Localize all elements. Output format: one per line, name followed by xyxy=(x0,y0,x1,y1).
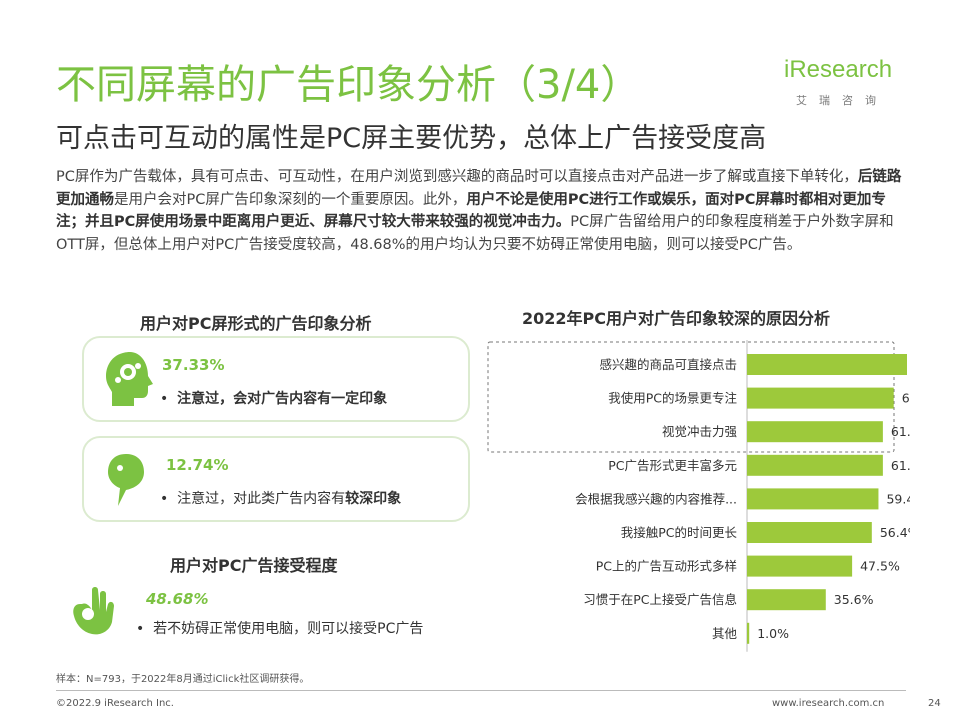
logo-text: iResearch xyxy=(784,56,893,83)
logo-cn: 艾瑞咨询 xyxy=(796,94,888,107)
chart-category-label: 视觉冲击力强 xyxy=(662,424,738,439)
impression-text-2: • 注意过，对此类广告内容有较深印象 xyxy=(160,491,402,507)
impression-text-2-bold: 较深印象 xyxy=(345,491,402,507)
intro-text-3: PC屏广告留给用户的印象程度稍差于户外数字屏和OTT屏，但总体上用户对PC广告接… xyxy=(56,214,894,253)
chart-bar xyxy=(747,622,750,644)
chart-value-label: 61.4% xyxy=(891,458,910,473)
impression-card-1: 37.33% • 注意过，会对广告内容有一定印象 xyxy=(82,336,470,422)
copyright: ©2022.9 iResearch Inc. xyxy=(56,698,174,709)
chart-bar xyxy=(747,454,883,476)
impression-text-1-bold: 注意过，会对广告内容有一定印象 xyxy=(177,391,388,407)
chart-value-label: 1.0% xyxy=(757,626,789,641)
chart-value-label: 56.4% xyxy=(880,525,910,540)
chart-category-label: 会根据我感兴趣的内容推荐... xyxy=(575,491,737,506)
page-title: 不同屏幕的广告印象分析（3/4） xyxy=(56,62,641,108)
intro-paragraph: PC屏作为广告载体，具有可点击、可互动性，在用户浏览到感兴趣的商品时可以直接点击… xyxy=(56,166,906,256)
impression-pct-2: 12.74% xyxy=(166,456,229,474)
head-idea-icon xyxy=(106,352,153,406)
intro-text-1: PC屏作为广告载体，具有可点击、可互动性，在用户浏览到感兴趣的商品时可以直接点击… xyxy=(56,169,858,185)
chart-bar xyxy=(747,421,883,443)
impression-section-title: 用户对PC屏形式的广告印象分析 xyxy=(140,314,372,333)
page-number: 24 xyxy=(928,698,941,709)
chart-category-label: PC上的广告互动形式多样 xyxy=(596,559,737,574)
footer-divider xyxy=(56,690,906,691)
chart-value-label: 59.4% xyxy=(886,491,910,506)
sample-note: 样本：N=793，于2022年8月通过iClick社区调研获得。 xyxy=(56,674,310,685)
chart-highlight-box xyxy=(487,341,895,453)
impression-card-2: 12.74% • 注意过，对此类广告内容有较深印象 xyxy=(82,436,470,522)
intro-text-2: 是用户会对PC屏广告印象深刻的一个重要原因。此外， xyxy=(114,191,467,208)
chart-bar xyxy=(747,354,907,375)
logo: iResearch xyxy=(784,56,892,84)
chart-category-label: PC广告形式更丰富多元 xyxy=(608,458,737,473)
chart-category-label: 感兴趣的商品可直接点击 xyxy=(599,357,737,372)
accept-text-body: 若不妨碍正常使用电脑，则可以接受PC广告 xyxy=(153,621,424,637)
page-subtitle: 可点击可互动的属性是PC屏主要优势，总体上广告接受度高 xyxy=(56,123,767,154)
impression-text-2-pre: 注意过，对此类广告内容有 xyxy=(177,491,346,507)
intro-bold-1: 后链路更加通畅 xyxy=(56,169,902,208)
chart-category-label: 其他 xyxy=(712,626,738,641)
chart-title: 2022年PC用户对广告印象较深的原因分析 xyxy=(522,309,831,328)
impression-text-1: • 注意过，会对广告内容有一定印象 xyxy=(160,391,388,407)
chart-bar xyxy=(747,589,826,611)
chart-bar xyxy=(747,555,853,577)
logo-mark-icon xyxy=(862,52,908,84)
chart-value-label: 47.5% xyxy=(860,559,900,574)
chart-category-label: 我接触PC的时间更长 xyxy=(621,525,738,540)
impression-pct-1: 37.33% xyxy=(162,356,225,374)
ok-hand-icon xyxy=(73,587,114,635)
reasons-bar-chart: 感兴趣的商品可直接点击72.3%我使用PC的场景更专注66.3%视觉冲击力强61… xyxy=(487,340,910,652)
chart-bar xyxy=(747,488,879,510)
website-link[interactable]: www.iresearch.com.cn xyxy=(772,698,885,709)
accept-pct: 48.68% xyxy=(146,590,209,608)
chart-category-label: 习惯于在PC上接受广告信息 xyxy=(583,592,737,607)
chart-bar xyxy=(747,522,872,543)
thought-bubble-icon xyxy=(108,454,144,506)
chart-value-label: 35.6% xyxy=(834,592,874,607)
intro-bold-2: 用户不论是使用PC进行工作或娱乐，面对PC屏幕时都相对更加专注；并且PC屏使用场… xyxy=(56,191,886,231)
chart-value-label: 66.3% xyxy=(902,391,910,406)
chart-value-label: 61.4% xyxy=(891,424,910,439)
chart-category-label: 我使用PC的场景更专注 xyxy=(608,391,737,406)
accept-text: • 若不妨碍正常使用电脑，则可以接受PC广告 xyxy=(136,621,424,637)
accept-section-title: 用户对PC广告接受程度 xyxy=(170,556,338,575)
chart-bar xyxy=(747,387,894,409)
